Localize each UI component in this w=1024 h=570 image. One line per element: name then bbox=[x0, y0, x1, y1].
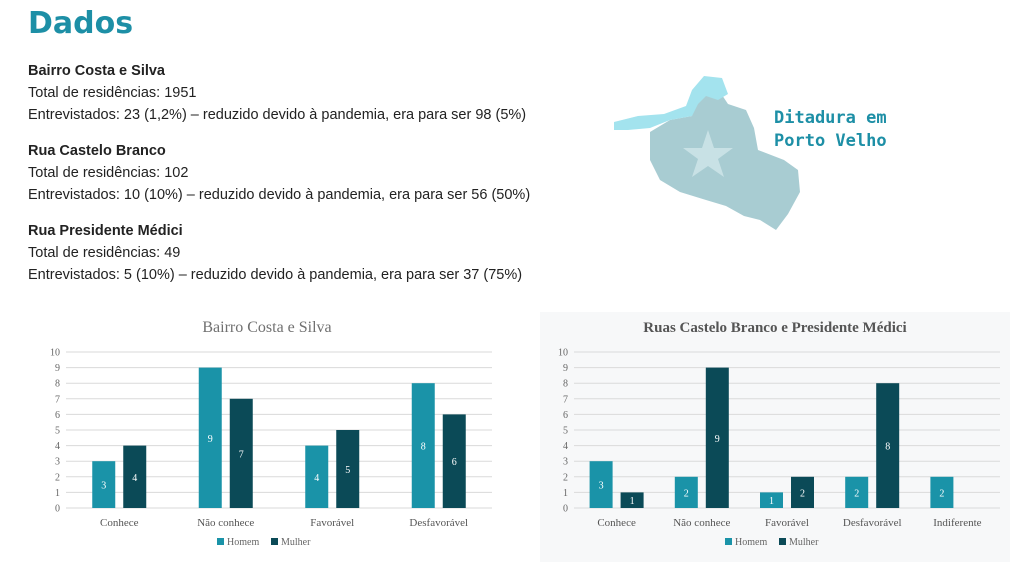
logo-text-line-2: Porto Velho bbox=[774, 131, 887, 151]
bar-homem bbox=[930, 476, 954, 508]
chart-title: Bairro Costa e Silva bbox=[202, 319, 331, 336]
bar-mulher bbox=[442, 414, 466, 508]
legend-swatch-homem bbox=[725, 538, 732, 545]
bar-mulher bbox=[791, 476, 814, 508]
y-tick-label: 1 bbox=[563, 488, 568, 499]
chart-svg: Bairro Costa e Silva 0 1 2 3 4 5 6 7 8 9 10 3 4 Conhec… bbox=[50, 319, 492, 548]
legend-swatch-mulher bbox=[779, 538, 786, 545]
y-tick-label: 8 bbox=[55, 379, 60, 390]
bar-homem bbox=[589, 461, 613, 508]
data-label: 4 bbox=[314, 473, 319, 484]
legend-label-homem: Homem bbox=[735, 537, 767, 548]
y-tick-label: 4 bbox=[55, 441, 60, 452]
info-block-castelo-branco: Rua Castelo Branco Total de residências:… bbox=[28, 140, 530, 206]
x-tick-label: Desfavorável bbox=[409, 517, 468, 529]
block-interviewed: Entrevistados: 5 (10%) – reduzido devido… bbox=[28, 267, 523, 283]
bar-homem bbox=[760, 492, 783, 508]
chart-svg: Ruas Castelo Branco e Presidente Médici 0… bbox=[558, 320, 1000, 548]
data-label: 1 bbox=[769, 496, 774, 507]
y-tick-label: 6 bbox=[55, 410, 60, 421]
data-label: 7 bbox=[239, 449, 244, 460]
legend-swatch-homem bbox=[217, 538, 224, 545]
block-title: Rua Presidente Médici bbox=[28, 223, 183, 239]
logo-text-line-1: Ditadura em bbox=[774, 108, 887, 128]
block-total: Total de residências: 1951 bbox=[28, 85, 197, 101]
bar-mulher bbox=[336, 430, 360, 508]
x-tick-label: Indiferente bbox=[933, 517, 981, 529]
y-tick-label: 6 bbox=[563, 410, 568, 421]
legend-label-mulher: Mulher bbox=[789, 537, 819, 548]
data-label: 2 bbox=[800, 488, 805, 499]
x-tick-label: Não conhece bbox=[673, 517, 730, 529]
data-label: 8 bbox=[885, 442, 890, 453]
map-state-shape bbox=[650, 88, 800, 230]
block-interviewed: Entrevistados: 10 (10%) – reduzido devid… bbox=[28, 187, 531, 203]
bar-homem bbox=[92, 461, 116, 508]
data-label: 2 bbox=[684, 488, 689, 499]
data-label: 2 bbox=[854, 488, 859, 499]
map-north-region bbox=[614, 76, 728, 130]
x-tick-label: Não conhece bbox=[197, 517, 254, 529]
data-label: 3 bbox=[599, 481, 604, 492]
data-label: 1 bbox=[630, 496, 635, 507]
x-tick-label: Desfavorável bbox=[843, 517, 902, 529]
star-icon bbox=[683, 130, 733, 177]
y-tick-label: 4 bbox=[563, 441, 568, 452]
chart-title: Ruas Castelo Branco e Presidente Médici bbox=[643, 320, 906, 336]
y-tick-label: 7 bbox=[563, 394, 568, 405]
y-tick-label: 3 bbox=[55, 457, 60, 468]
block-interviewed: Entrevistados: 23 (1,2%) – reduzido devi… bbox=[28, 107, 527, 123]
block-title: Bairro Costa e Silva bbox=[28, 63, 165, 79]
y-tick-label: 10 bbox=[558, 348, 568, 359]
chart-bairro-costa-e-silva: Bairro Costa e Silva 0 1 2 3 4 5 6 7 8 9 10 3 4 Conhec… bbox=[32, 312, 502, 562]
bar-mulher bbox=[620, 492, 644, 508]
data-label: 3 bbox=[101, 481, 106, 492]
bar-homem bbox=[198, 367, 222, 508]
y-tick-label: 7 bbox=[55, 394, 60, 405]
bar-homem bbox=[411, 383, 435, 508]
data-label: 6 bbox=[452, 457, 457, 468]
legend-label-homem: Homem bbox=[227, 537, 259, 548]
y-tick-label: 5 bbox=[55, 426, 60, 437]
legend-swatch-mulher bbox=[271, 538, 278, 545]
data-label: 8 bbox=[421, 442, 426, 453]
bar-mulher bbox=[229, 398, 253, 508]
y-tick-label: 0 bbox=[563, 504, 568, 515]
data-label: 9 bbox=[715, 434, 720, 445]
info-block-presidente-medici: Rua Presidente Médici Total de residênci… bbox=[28, 220, 522, 286]
bar-homem bbox=[845, 476, 869, 508]
bar-mulher bbox=[876, 383, 900, 508]
x-tick-label: Favorável bbox=[765, 517, 809, 529]
y-tick-label: 5 bbox=[563, 426, 568, 437]
y-tick-label: 2 bbox=[55, 472, 60, 483]
data-label: 4 bbox=[132, 473, 137, 484]
y-tick-label: 9 bbox=[55, 363, 60, 374]
y-tick-label: 1 bbox=[55, 488, 60, 499]
bar-homem bbox=[305, 445, 329, 508]
block-total: Total de residências: 102 bbox=[28, 165, 189, 181]
y-tick-label: 2 bbox=[563, 472, 568, 483]
logo-text: Ditadura em Porto Velho bbox=[774, 107, 887, 153]
x-tick-label: Conhece bbox=[597, 517, 636, 529]
bar-mulher bbox=[123, 445, 147, 508]
rondonia-map-logo bbox=[614, 76, 800, 230]
x-tick-label: Favorável bbox=[310, 517, 354, 529]
legend-label-mulher: Mulher bbox=[281, 537, 311, 548]
y-tick-label: 9 bbox=[563, 363, 568, 374]
data-label: 9 bbox=[208, 434, 213, 445]
data-label: 5 bbox=[345, 465, 350, 476]
chart-ruas-castelo-branco-presidente-medici: Ruas Castelo Branco e Presidente Médici 0… bbox=[540, 312, 1010, 562]
block-title: Rua Castelo Branco bbox=[28, 143, 166, 159]
block-total: Total de residências: 49 bbox=[28, 245, 181, 261]
x-tick-label: Conhece bbox=[100, 517, 139, 529]
data-label: 2 bbox=[939, 488, 944, 499]
y-tick-label: 10 bbox=[50, 348, 60, 359]
y-tick-label: 8 bbox=[563, 379, 568, 390]
y-tick-label: 3 bbox=[563, 457, 568, 468]
y-tick-label: 0 bbox=[55, 504, 60, 515]
bar-mulher bbox=[705, 367, 729, 508]
page-title: Dados bbox=[28, 6, 134, 41]
bar-homem bbox=[674, 476, 698, 508]
info-block-costa-e-silva: Bairro Costa e Silva Total de residência… bbox=[28, 60, 526, 126]
